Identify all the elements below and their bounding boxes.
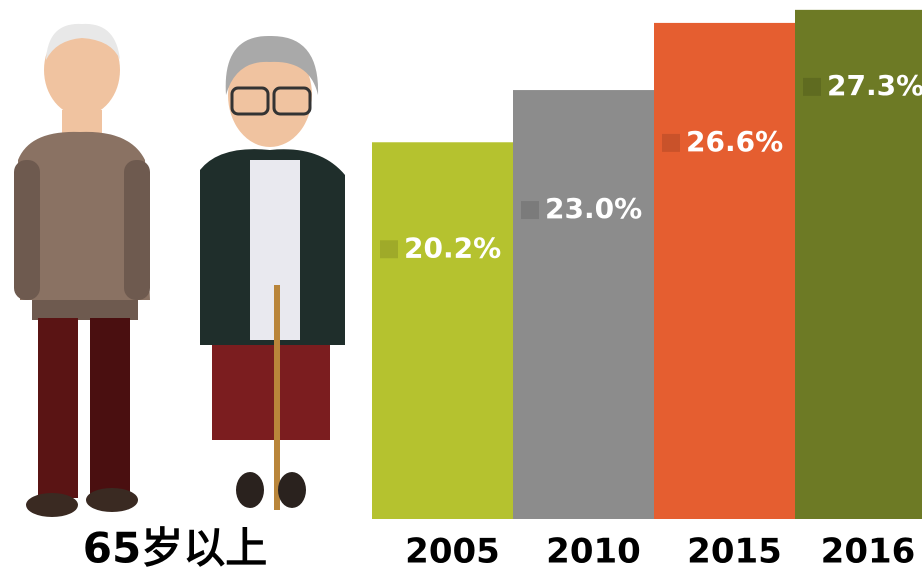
woman-cane <box>274 285 280 510</box>
man-shoe <box>86 488 138 512</box>
elderly-illustration <box>14 24 345 517</box>
x-tick-label: 2016 <box>821 532 916 571</box>
caption: 65岁以上 <box>83 524 267 571</box>
value-label: 27.3% <box>827 69 922 102</box>
x-tick-label: 2015 <box>687 532 782 571</box>
x-tick-label: 2010 <box>546 532 641 571</box>
value-label: 26.6% <box>686 125 783 158</box>
man-arm <box>14 160 40 300</box>
value-label: 23.0% <box>545 192 642 225</box>
label-marker <box>521 201 539 219</box>
woman-shoe <box>278 472 306 508</box>
woman-shoe <box>236 472 264 508</box>
label-marker <box>662 134 680 152</box>
x-tick-label: 2005 <box>405 532 500 571</box>
bar <box>513 90 654 519</box>
man-arm <box>124 160 150 300</box>
label-marker <box>380 240 398 258</box>
label-marker <box>803 78 821 96</box>
bar <box>654 23 795 519</box>
man-leg <box>90 318 130 498</box>
bar <box>372 142 513 519</box>
man-leg <box>38 318 78 498</box>
man-shoe <box>26 493 78 517</box>
woman-skirt <box>212 345 330 440</box>
value-label: 20.2% <box>404 231 501 264</box>
man-waist <box>32 300 138 320</box>
chart: 65岁以上 20.2% 2005 23.0% 2010 26.6% 2015 27.3% 20… <box>0 0 922 571</box>
